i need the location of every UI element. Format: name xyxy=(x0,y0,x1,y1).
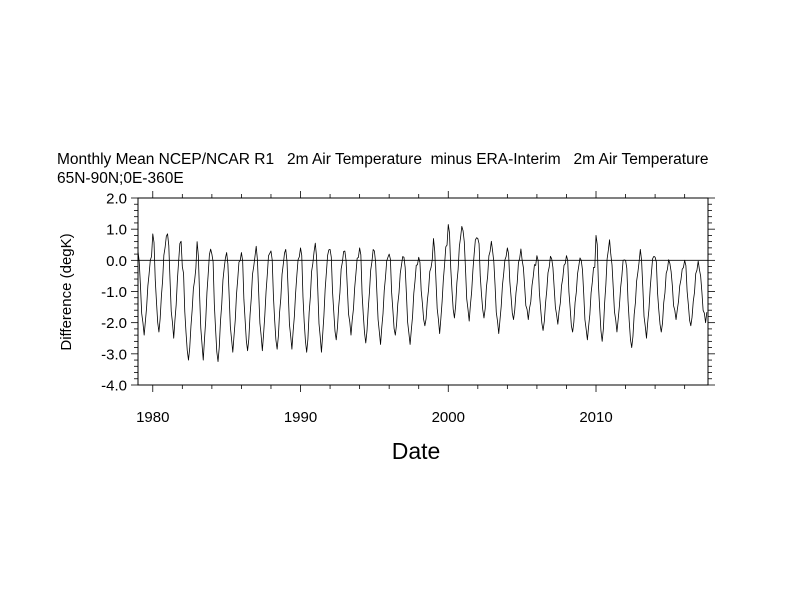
series-line xyxy=(137,224,708,363)
x-tick-label: 1990 xyxy=(284,409,317,426)
x-tick-label: 1980 xyxy=(136,409,169,426)
x-tick-label: 2000 xyxy=(432,409,465,426)
plot-area: -4.0 -3.0 -2.0 -1.0 0.0 1.0 2.0 1980 1990 2000 201… xyxy=(101,191,715,426)
y-tick-label: -4.0 xyxy=(101,378,127,395)
y-tick-label: -2.0 xyxy=(101,315,127,332)
chart-subtitle: 65N-90N;0E-360E xyxy=(57,170,184,187)
y-tick-label: -1.0 xyxy=(101,284,127,301)
plot-frame xyxy=(137,197,709,386)
x-axis-label: Date xyxy=(392,438,441,464)
y-tick-label: 2.0 xyxy=(106,191,127,208)
x-tick-label: 2010 xyxy=(579,409,612,426)
y-tick-label: -3.0 xyxy=(101,346,127,363)
chart-title: Monthly Mean NCEP/NCAR R1 2m Air Tempera… xyxy=(57,151,709,168)
y-tick-label: 1.0 xyxy=(106,222,127,239)
y-tick-label: 0.0 xyxy=(106,253,127,270)
y-axis-label: Difference (degK) xyxy=(58,233,75,350)
